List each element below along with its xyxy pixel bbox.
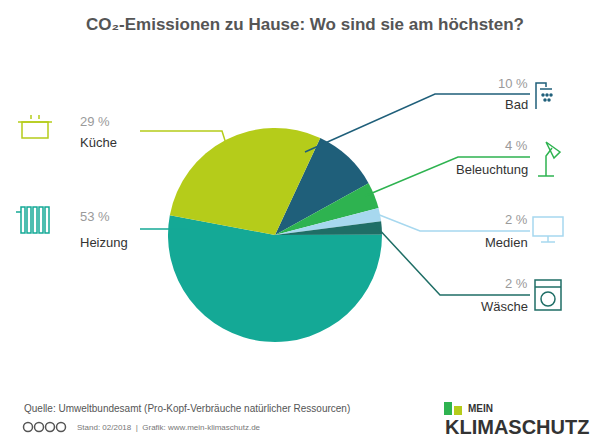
svg-text:Quelle: Umweltbundesamt (Pro-K: Quelle: Umweltbundesamt (Pro-Kopf-Verbrä… — [24, 403, 350, 414]
svg-text:Küche: Küche — [80, 135, 117, 150]
svg-text:Wäsche: Wäsche — [481, 299, 528, 314]
svg-text:4 %: 4 % — [505, 138, 528, 153]
svg-text:Beleuchtung: Beleuchtung — [456, 162, 528, 177]
svg-text:2 %: 2 % — [505, 212, 528, 227]
svg-text:2 %: 2 % — [505, 276, 528, 291]
svg-text:Medien: Medien — [485, 235, 528, 250]
svg-text:KLIMASCHUTZ: KLIMASCHUTZ — [445, 416, 589, 438]
svg-text:Heizung: Heizung — [80, 235, 128, 250]
svg-text:Stand: 02/2018 | Grafik: www: Stand: 02/2018 | Grafik: www.mein-klimas… — [77, 423, 261, 432]
svg-text:CO₂-Emissionen zu Hause: Wo si: CO₂-Emissionen zu Hause: Wo sind sie am … — [86, 15, 524, 34]
svg-text:53 %: 53 % — [80, 209, 110, 224]
svg-text:MEIN: MEIN — [468, 403, 493, 414]
svg-text:Bad: Bad — [505, 97, 528, 112]
svg-text:29 %: 29 % — [80, 114, 110, 129]
svg-text:10 %: 10 % — [498, 76, 528, 91]
